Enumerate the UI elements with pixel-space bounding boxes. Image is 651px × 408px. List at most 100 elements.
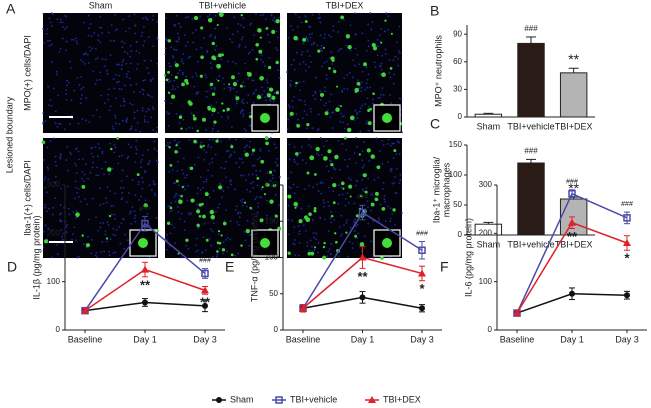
nucleus — [178, 218, 181, 220]
nucleus — [325, 139, 328, 142]
nucleus — [164, 47, 167, 50]
nucleus — [155, 216, 158, 219]
nucleus — [210, 146, 213, 149]
stained-cell — [334, 232, 337, 235]
nucleus — [252, 79, 255, 82]
nucleus — [353, 230, 356, 232]
nucleus — [365, 82, 368, 85]
nucleus — [139, 130, 142, 133]
nucleus — [328, 100, 331, 103]
nucleus — [258, 156, 261, 159]
nucleus — [168, 65, 171, 68]
nucleus — [359, 107, 362, 110]
nucleus — [264, 18, 267, 21]
nucleus — [51, 229, 54, 232]
nucleus — [188, 126, 191, 129]
nucleus — [228, 156, 231, 158]
nucleus — [266, 81, 269, 84]
nucleus — [307, 40, 309, 42]
micrograph-image — [286, 12, 403, 134]
nucleus — [196, 192, 199, 195]
nucleus — [178, 184, 180, 187]
nucleus — [275, 30, 278, 33]
nucleus — [114, 218, 116, 220]
nucleus — [165, 37, 167, 40]
nucleus — [235, 138, 238, 141]
nucleus — [177, 32, 180, 35]
nucleus — [142, 17, 144, 20]
nucleus — [108, 88, 110, 91]
nucleus — [289, 84, 292, 87]
nucleus — [103, 65, 106, 68]
nucleus — [230, 153, 232, 156]
nucleus — [90, 147, 93, 150]
nucleus — [259, 14, 262, 17]
nucleus — [256, 211, 259, 214]
nucleus — [182, 53, 185, 56]
nucleus — [54, 175, 57, 178]
nucleus — [178, 194, 181, 197]
nucleus — [226, 27, 228, 30]
nucleus — [47, 168, 50, 171]
nucleus — [168, 204, 171, 207]
nucleus — [390, 167, 393, 170]
nucleus — [273, 169, 276, 172]
nucleus — [349, 226, 352, 229]
stained-cell — [245, 228, 250, 234]
x-tick-label: TBI+DEX — [555, 239, 593, 249]
nucleus — [286, 71, 288, 73]
stained-cell — [293, 35, 298, 41]
nucleus — [340, 232, 343, 235]
nucleus — [240, 24, 242, 27]
stained-cell — [209, 82, 214, 87]
nucleus — [343, 224, 345, 227]
nucleus — [235, 100, 238, 103]
x-tick-label: TBI+vehicle — [507, 239, 554, 249]
nucleus — [340, 47, 343, 50]
nucleus — [67, 185, 69, 188]
nucleus — [401, 131, 403, 134]
stained-cell — [244, 201, 247, 204]
nucleus — [121, 192, 124, 194]
nucleus — [266, 172, 269, 174]
nucleus — [300, 53, 303, 56]
nucleus — [346, 88, 349, 91]
nucleus — [94, 58, 97, 61]
nucleus — [197, 91, 200, 94]
nucleus — [273, 143, 276, 146]
nucleus — [141, 176, 144, 179]
series — [299, 246, 426, 313]
nucleus — [256, 184, 259, 187]
stained-cell — [327, 149, 332, 154]
nucleus — [255, 169, 258, 172]
nucleus — [170, 65, 172, 68]
nucleus — [380, 27, 383, 30]
y-tick-label: 100 — [47, 277, 61, 286]
nucleus — [330, 93, 333, 96]
nucleus — [378, 219, 380, 222]
nucleus — [361, 178, 364, 181]
nucleus — [370, 240, 372, 243]
nucleus — [347, 202, 350, 204]
stained-cell — [313, 206, 317, 210]
marker — [141, 219, 149, 228]
nucleus — [365, 49, 368, 52]
nucleus — [172, 85, 174, 88]
nucleus — [345, 219, 348, 222]
stained-cell — [332, 69, 337, 74]
nucleus — [140, 166, 142, 169]
nucleus — [127, 70, 130, 73]
nucleus — [293, 158, 296, 161]
nucleus — [115, 97, 117, 100]
nucleus — [237, 252, 240, 255]
nucleus — [205, 95, 208, 98]
nucleus — [364, 103, 367, 106]
nucleus — [178, 122, 181, 125]
nucleus — [60, 187, 63, 190]
nucleus — [240, 38, 243, 41]
nucleus — [312, 94, 315, 97]
nucleus — [169, 232, 172, 235]
nucleus — [156, 21, 159, 23]
nucleus — [119, 105, 122, 107]
marker — [142, 299, 148, 306]
